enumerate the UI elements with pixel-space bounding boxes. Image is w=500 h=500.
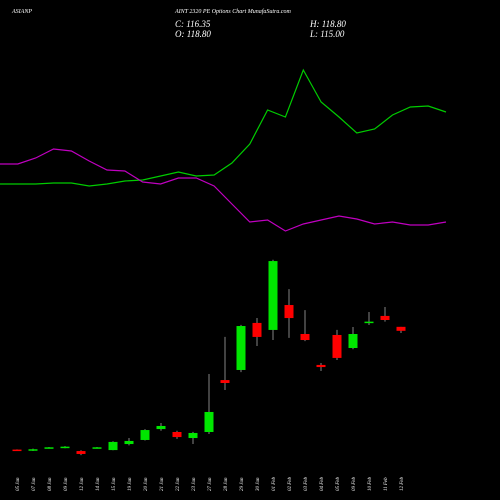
candle-body bbox=[204, 411, 214, 432]
x-tick-label: 21 Jan bbox=[160, 477, 165, 491]
indicator-line bbox=[0, 68, 447, 187]
x-tick-label: 15 Jan bbox=[112, 477, 117, 491]
x-tick-label: 01 Feb bbox=[272, 476, 277, 491]
candle-body bbox=[44, 447, 54, 449]
chart-title-left: ASIANP bbox=[11, 9, 32, 15]
x-tick-label: 29 Jan bbox=[240, 477, 245, 491]
x-tick-label: 05 Feb bbox=[336, 476, 341, 491]
candle-body bbox=[236, 326, 246, 370]
candle-body bbox=[92, 447, 102, 449]
x-tick-label: 10 Feb bbox=[368, 476, 373, 491]
x-tick-label: 08 Jan bbox=[48, 477, 53, 491]
x-tick-label: 23 Jan bbox=[192, 477, 197, 491]
open-label: O: 118.80 bbox=[175, 29, 211, 39]
candle-body bbox=[60, 446, 70, 449]
x-tick-label: 14 Jan bbox=[96, 477, 101, 491]
x-tick-label: 05 Jan bbox=[16, 477, 21, 491]
candle-body bbox=[284, 305, 294, 319]
chart-title: AINT 2320 PE Options Chart MunafaSutra.c… bbox=[174, 8, 292, 15]
candle-body bbox=[332, 334, 342, 358]
candle-body bbox=[252, 322, 262, 337]
x-tick-label: 07 Jan bbox=[32, 477, 37, 491]
low-label: L: 115.00 bbox=[309, 29, 345, 39]
candle-body bbox=[108, 441, 118, 451]
candle-body bbox=[348, 334, 358, 348]
x-tick-label: 20 Jan bbox=[144, 477, 149, 491]
candle-body bbox=[156, 425, 166, 430]
candle-body bbox=[28, 449, 38, 451]
x-tick-label: 09 Jan bbox=[64, 477, 69, 491]
candle-body bbox=[316, 364, 326, 368]
x-tick-label: 04 Feb bbox=[320, 476, 325, 491]
x-tick-label: 11 Feb bbox=[384, 477, 389, 491]
candle-body bbox=[140, 430, 150, 440]
x-tick-label: 30 Jan bbox=[256, 477, 261, 491]
candle-body bbox=[12, 449, 22, 452]
candle-body bbox=[268, 261, 278, 330]
candle-body bbox=[220, 380, 230, 383]
candle-body bbox=[364, 321, 374, 324]
x-tick-label: 12 Jan bbox=[80, 477, 85, 491]
close-label: C: 116.35 bbox=[175, 19, 211, 29]
candle-body bbox=[380, 315, 390, 320]
candle-body bbox=[300, 334, 310, 341]
indicator-line bbox=[0, 148, 447, 232]
candle-body bbox=[396, 326, 406, 331]
candle-body bbox=[124, 440, 134, 445]
x-tick-label: 02 Feb bbox=[288, 476, 293, 491]
candle-body bbox=[188, 432, 198, 439]
candle-body bbox=[172, 432, 182, 438]
high-label: H: 118.80 bbox=[309, 19, 346, 29]
x-tick-label: 12 Feb bbox=[400, 476, 405, 491]
x-tick-label: 28 Jan bbox=[224, 477, 229, 491]
x-tick-label: 09 Feb bbox=[352, 476, 357, 491]
x-tick-label: 27 Jan bbox=[208, 477, 213, 491]
x-tick-label: 03 Feb bbox=[304, 476, 309, 491]
candle-body bbox=[76, 451, 86, 454]
x-tick-label: 22 Jan bbox=[176, 477, 181, 491]
x-tick-label: 19 Jan bbox=[128, 477, 133, 491]
